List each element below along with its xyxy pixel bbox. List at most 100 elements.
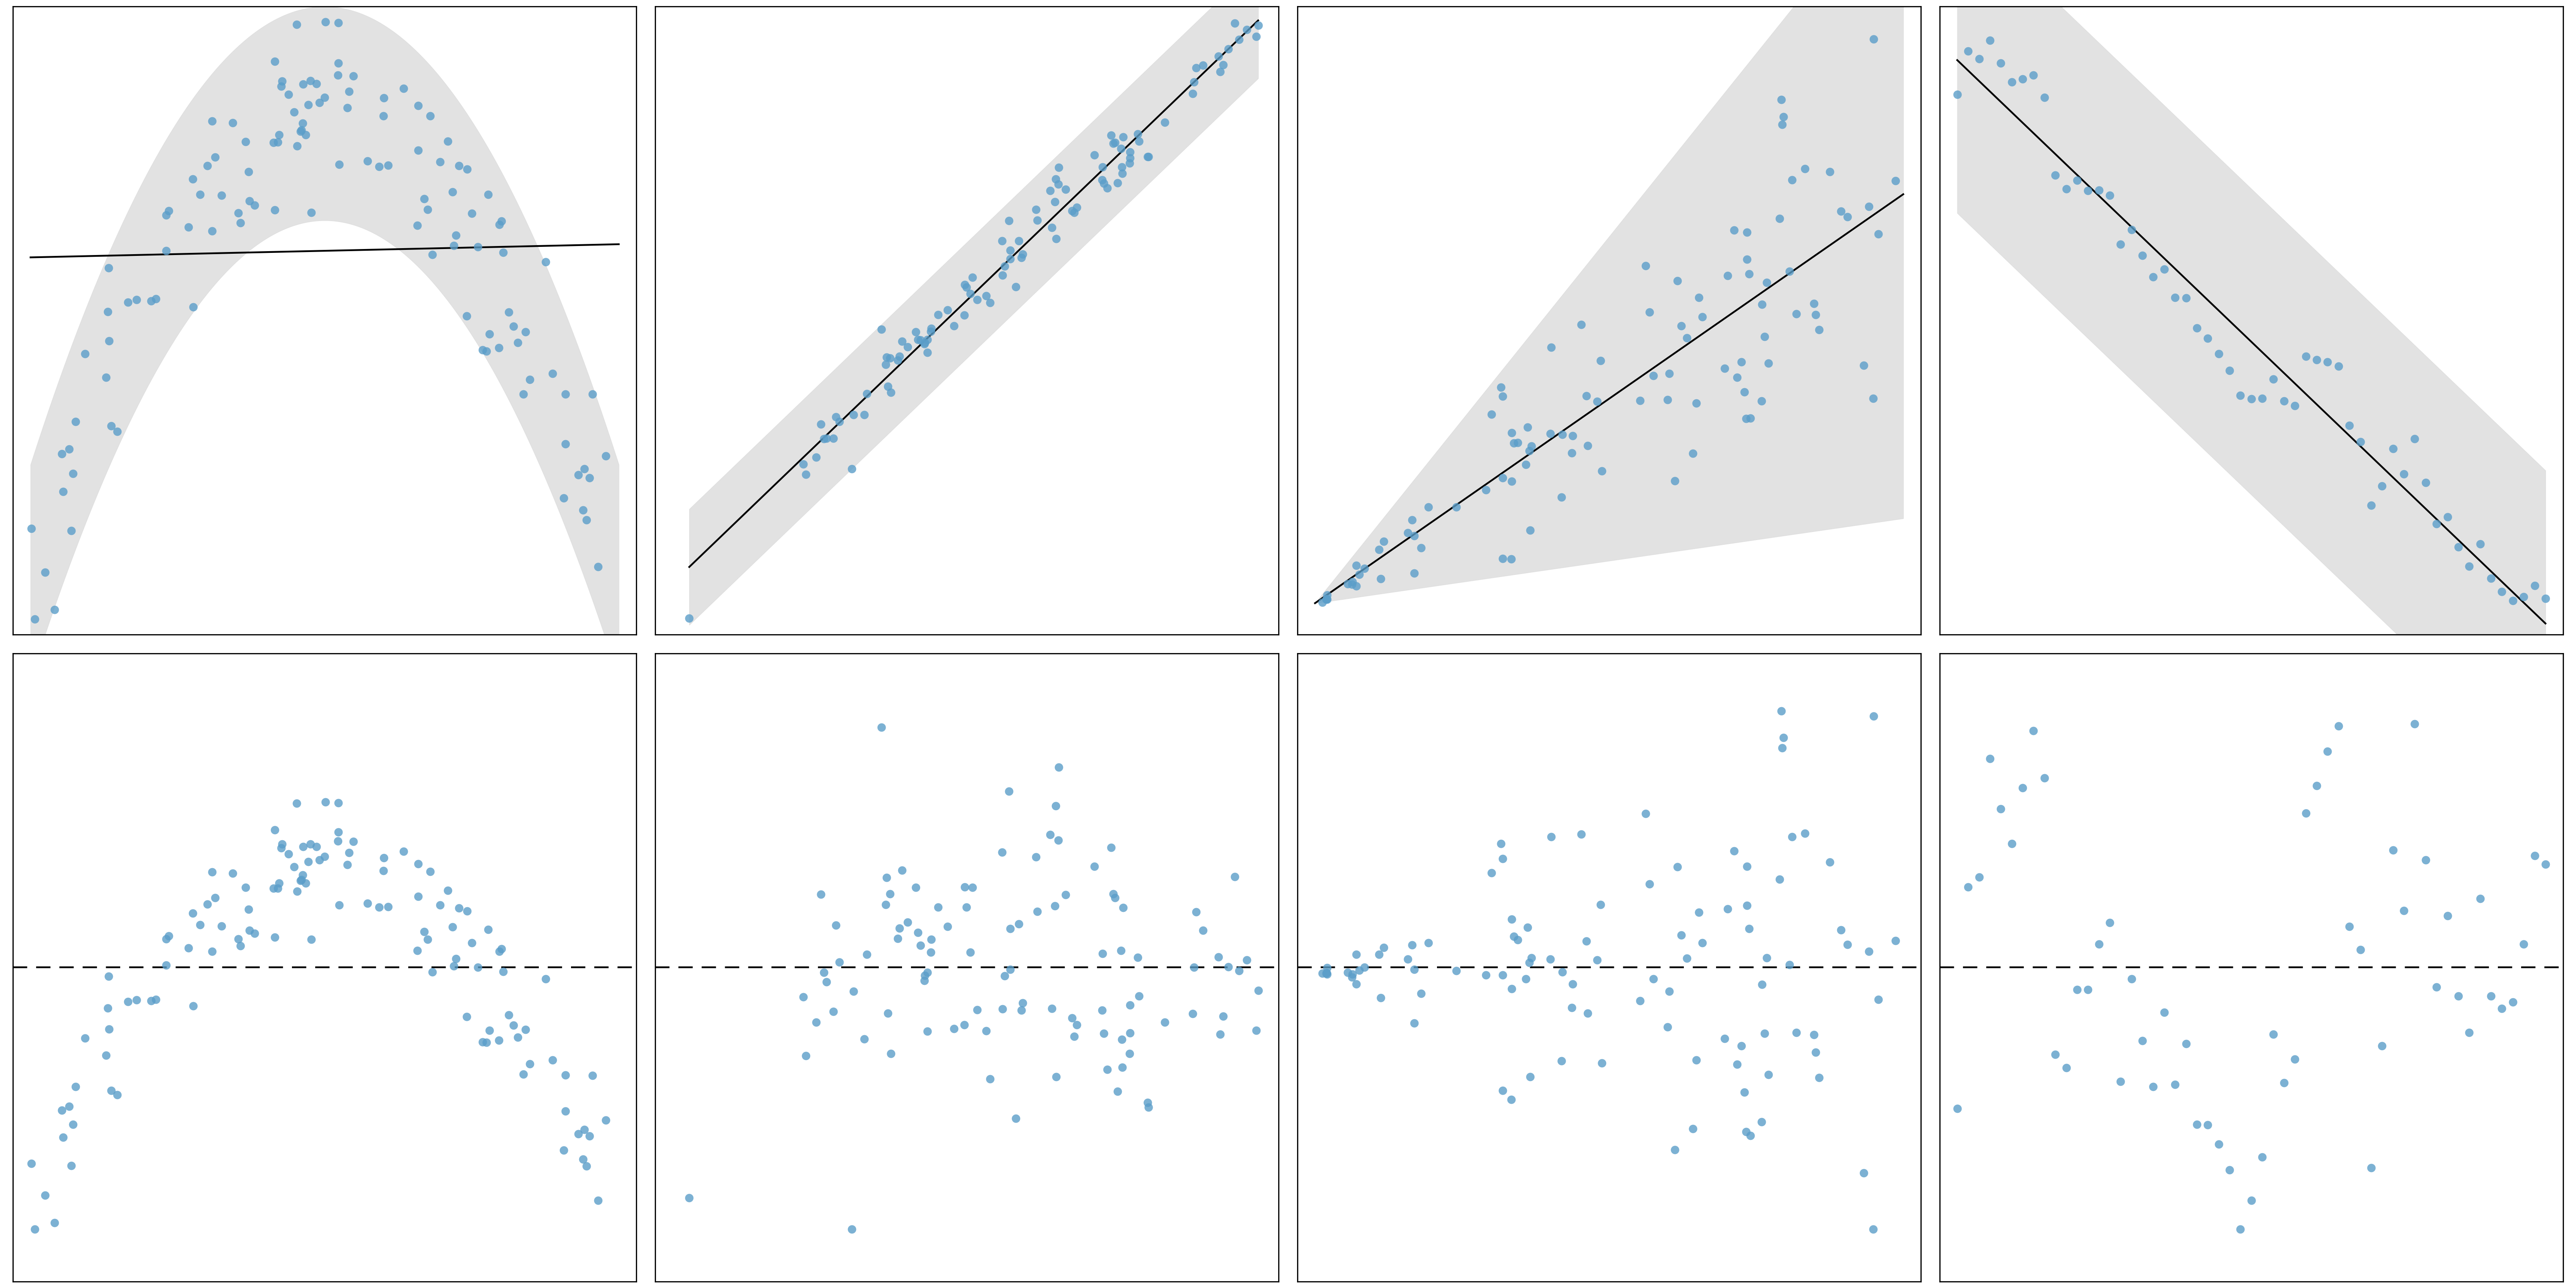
Point — [1646, 389, 1687, 410]
Point — [917, 896, 958, 917]
Point — [933, 316, 974, 336]
Point — [1218, 30, 1260, 50]
Point — [332, 66, 374, 86]
Point — [2069, 979, 2110, 999]
Point — [531, 1050, 572, 1070]
Point — [1649, 981, 1690, 1002]
Point — [438, 156, 479, 176]
Point — [451, 204, 492, 224]
Point — [420, 895, 461, 916]
Point — [1852, 706, 1893, 726]
Point — [1968, 30, 2009, 50]
Point — [814, 1001, 855, 1021]
Point — [2166, 1033, 2208, 1054]
Point — [276, 14, 317, 35]
Point — [1680, 287, 1721, 308]
Point — [1654, 470, 1695, 491]
Point — [1226, 949, 1267, 970]
Point — [1337, 974, 1378, 994]
Point — [832, 459, 873, 479]
Point — [1332, 967, 1373, 988]
Point — [52, 520, 93, 541]
Point — [1092, 884, 1133, 904]
Point — [2460, 889, 2501, 909]
Point — [806, 428, 848, 448]
Point — [332, 831, 374, 851]
Point — [1144, 112, 1185, 133]
Point — [64, 1028, 106, 1048]
Point — [1103, 157, 1144, 178]
Point — [1762, 115, 1803, 135]
Point — [526, 251, 567, 272]
Point — [1494, 433, 1535, 453]
Point — [2099, 234, 2141, 255]
Point — [997, 913, 1038, 934]
Point — [1937, 84, 1978, 104]
Point — [2210, 1159, 2251, 1180]
Point — [1332, 574, 1373, 595]
Point — [1674, 393, 1716, 413]
Point — [144, 954, 185, 975]
Point — [1772, 827, 1814, 848]
Point — [433, 236, 474, 256]
Point — [482, 211, 523, 232]
Point — [1798, 1068, 1839, 1088]
Point — [564, 459, 605, 479]
Point — [1097, 1081, 1139, 1101]
Point — [878, 346, 920, 367]
Point — [907, 1021, 948, 1042]
Point — [956, 290, 997, 310]
Point — [268, 844, 309, 864]
Point — [1306, 963, 1347, 984]
Point — [149, 201, 191, 222]
Point — [229, 191, 270, 211]
Point — [2231, 389, 2272, 410]
Point — [1726, 222, 1767, 242]
Point — [994, 1108, 1036, 1128]
Point — [1510, 952, 1551, 972]
Point — [997, 231, 1038, 251]
Point — [1360, 568, 1401, 589]
Point — [446, 1006, 487, 1027]
Point — [896, 922, 938, 943]
Point — [1110, 153, 1151, 174]
Point — [2491, 992, 2532, 1012]
Point — [1481, 377, 1522, 398]
Point — [1566, 1003, 1607, 1024]
Point — [319, 895, 361, 916]
Point — [1332, 963, 1373, 984]
Point — [363, 88, 404, 108]
Point — [482, 939, 523, 960]
Point — [1103, 1057, 1144, 1078]
Point — [1394, 1012, 1435, 1033]
Point — [281, 121, 322, 142]
Point — [1394, 563, 1435, 583]
Point — [562, 500, 603, 520]
Point — [1084, 1023, 1126, 1043]
Point — [806, 971, 848, 992]
Point — [291, 929, 332, 949]
Point — [1726, 408, 1767, 429]
Point — [1530, 337, 1571, 358]
Point — [899, 935, 940, 956]
Point — [1095, 133, 1136, 153]
Point — [2241, 1146, 2282, 1167]
Point — [1301, 592, 1342, 613]
Point — [989, 210, 1030, 231]
Point — [1144, 1012, 1185, 1033]
Point — [1551, 443, 1592, 464]
Point — [2177, 1114, 2218, 1135]
Point — [397, 854, 438, 875]
Point — [943, 305, 984, 326]
Point — [1775, 304, 1816, 325]
Point — [2133, 267, 2174, 287]
Point — [899, 330, 940, 350]
Point — [845, 384, 886, 404]
Point — [1118, 947, 1159, 967]
Point — [1656, 270, 1698, 291]
Point — [90, 416, 131, 437]
Point — [327, 842, 368, 863]
Point — [866, 867, 907, 887]
Point — [1857, 224, 1899, 245]
Point — [407, 929, 448, 949]
